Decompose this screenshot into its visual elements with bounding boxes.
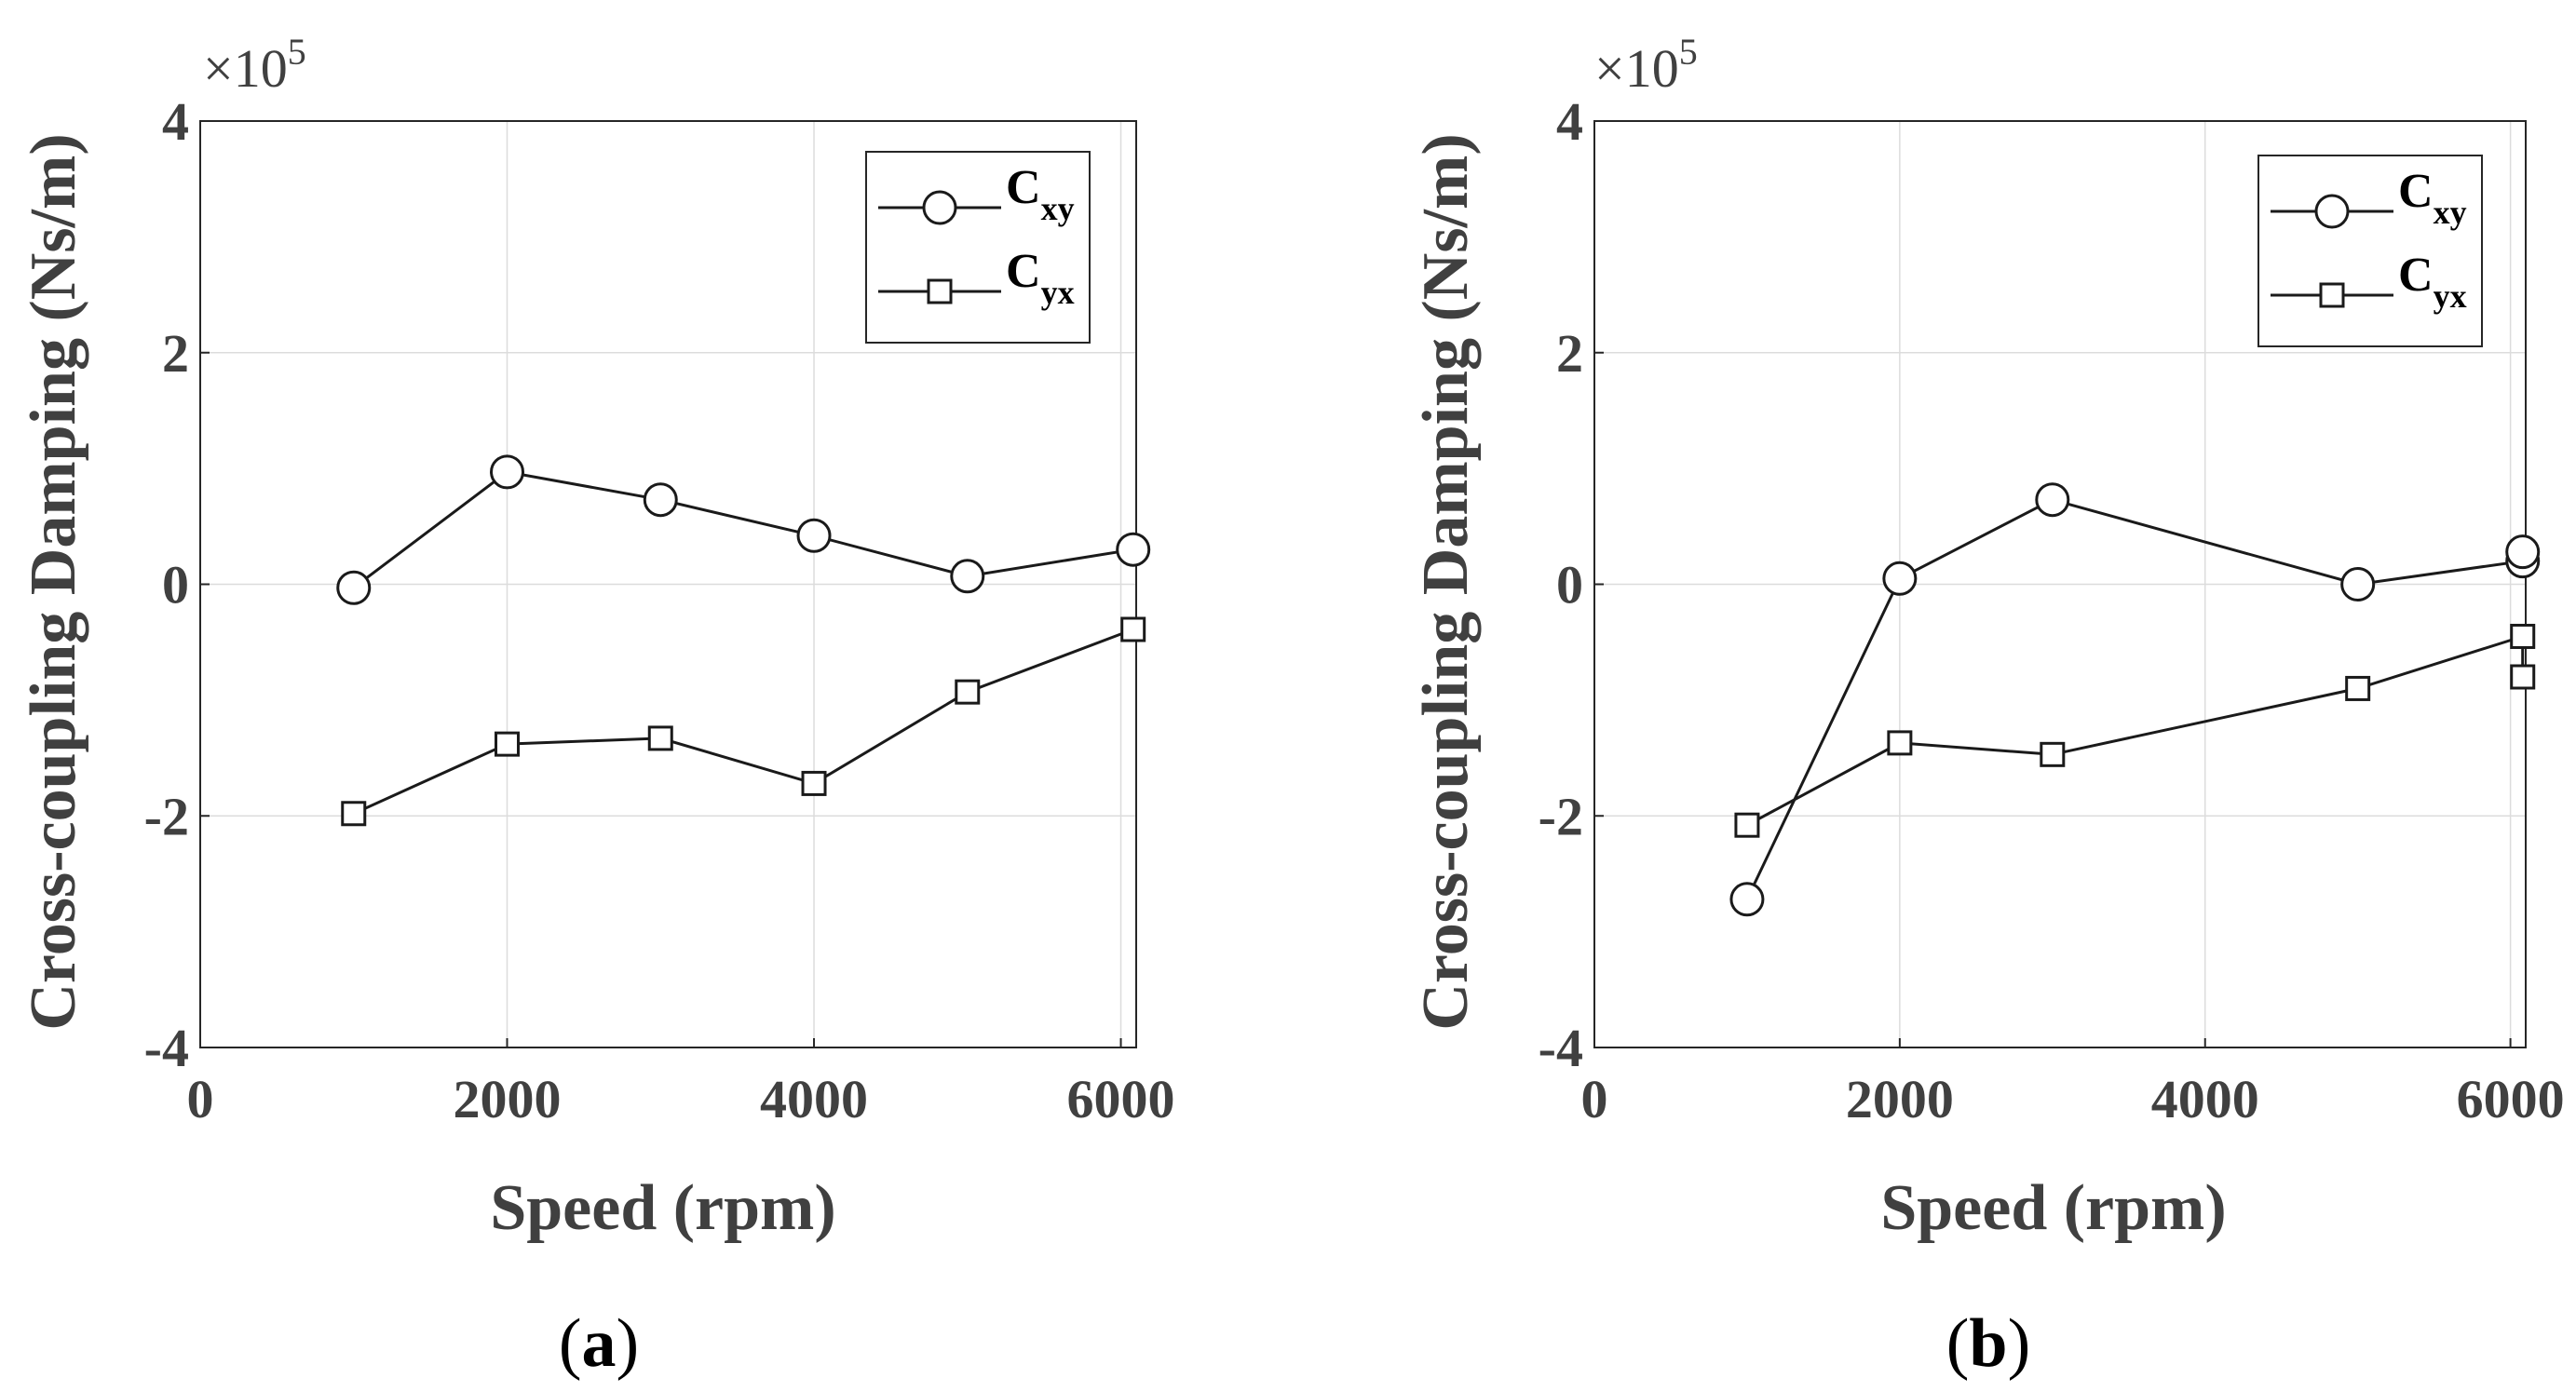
x-tick-label: 4000 <box>2151 1069 2259 1129</box>
series-line-xy <box>1745 498 2525 900</box>
x-axis-label: Speed (rpm) <box>490 1172 835 1244</box>
legend-box <box>865 151 1091 344</box>
data-point-xy <box>1729 882 1765 917</box>
legend-symbol: C <box>2398 249 2434 302</box>
y-axis-ticks: -4 -2 0 2 4 <box>144 91 189 1078</box>
y-multiplier-base: ×10 <box>203 38 288 99</box>
data-point-xy <box>643 482 678 518</box>
legend-label-cyx: Cyx <box>2398 249 2467 315</box>
data-point-yx <box>2345 675 2371 701</box>
y-axis-label: Cross-coupling Damping (Ns/m) <box>1410 133 1482 1030</box>
legend: Cxy Cyx <box>865 151 1091 344</box>
x-axis-ticks: 0 2000 4000 6000 <box>187 1069 1175 1129</box>
x-tick-label: 6000 <box>1067 1069 1175 1129</box>
y-axis-label: Cross-coupling Damping (Ns/m) <box>18 133 89 1030</box>
data-point-yx <box>2510 664 2536 690</box>
y-multiplier-exponent: 5 <box>1679 31 1698 73</box>
chart-panel-a: 0 2000 4000 6000 -4 -2 0 2 4 ×105 Speed … <box>18 31 1175 1382</box>
data-point-yx <box>341 801 367 827</box>
legend-marker-circle <box>2314 194 2350 229</box>
y-tick-label: 2 <box>1556 323 1583 384</box>
data-point-xy <box>796 518 832 553</box>
data-point-yx <box>801 770 827 796</box>
legend-subscript: xy <box>1041 190 1075 227</box>
y-axis-ticks: -4 -2 0 2 4 <box>1539 91 1583 1078</box>
x-axis-label: Speed (rpm) <box>1880 1172 2226 1244</box>
data-point-yx <box>1734 812 1760 838</box>
series-line-yx <box>353 628 1134 816</box>
x-tick-label: 0 <box>1581 1069 1608 1129</box>
data-point-xy <box>1116 532 1151 567</box>
data-point-yx <box>1887 730 1913 756</box>
legend-subscript: yx <box>2434 277 2467 315</box>
data-point-xy <box>336 570 372 605</box>
legend-marker-square <box>2319 282 2345 308</box>
panel-caption-b: (b) <box>1946 1305 2030 1382</box>
data-point-xy <box>1882 561 1918 596</box>
series-line-yx <box>1746 634 2525 827</box>
legend-label-cxy: Cxy <box>2398 165 2467 231</box>
data-point-xy <box>2340 567 2376 601</box>
data-point-yx <box>495 731 521 757</box>
y-multiplier-base: ×10 <box>1594 38 1679 99</box>
y-tick-label: -4 <box>1539 1018 1583 1078</box>
legend-label-cxy: Cxy <box>1006 161 1075 227</box>
panel-caption-a: (a) <box>559 1305 639 1382</box>
data-point-xy <box>2505 534 2541 570</box>
x-axis-ticks: 0 2000 4000 6000 <box>1581 1069 2565 1129</box>
y-tick-label: 0 <box>1556 555 1583 615</box>
legend-marker-square <box>927 278 953 304</box>
legend-subscript: xy <box>2434 194 2467 231</box>
data-point-xy <box>490 454 525 490</box>
y-tick-label: 2 <box>162 323 189 384</box>
y-tick-label: 0 <box>162 555 189 615</box>
data-point-xy <box>2035 482 2070 518</box>
y-tick-label: 4 <box>162 91 189 152</box>
series-line-xy <box>352 470 1133 589</box>
legend-label-cyx: Cyx <box>1006 245 1075 311</box>
data-point-yx <box>955 679 981 705</box>
data-point-yx <box>1120 616 1146 642</box>
y-tick-label: -2 <box>144 786 189 846</box>
legend: Cxy Cyx <box>2257 155 2483 347</box>
data-point-yx <box>647 725 673 751</box>
y-multiplier-exponent: 5 <box>288 31 306 73</box>
x-tick-label: 0 <box>187 1069 214 1129</box>
chart-panel-b: 0 2000 4000 6000 -4 -2 0 2 4 ×105 Speed … <box>1410 31 2565 1382</box>
y-multiplier: ×105 <box>1594 31 1698 99</box>
legend-symbol: C <box>1006 161 1041 214</box>
y-tick-label: -4 <box>144 1018 189 1078</box>
data-point-xy <box>950 559 985 594</box>
y-tick-label: -2 <box>1539 786 1583 846</box>
y-tick-label: 4 <box>1556 91 1583 152</box>
legend-box <box>2257 155 2483 347</box>
data-point-yx <box>2510 623 2536 649</box>
series-layer <box>336 454 1151 827</box>
legend-symbol: C <box>1006 245 1041 298</box>
series-layer <box>1729 482 2541 917</box>
legend-symbol: C <box>2398 165 2434 218</box>
x-tick-label: 2000 <box>454 1069 562 1129</box>
x-tick-label: 2000 <box>1846 1069 1954 1129</box>
legend-marker-circle <box>922 190 957 225</box>
x-tick-label: 6000 <box>2457 1069 2565 1129</box>
legend-subscript: yx <box>1041 274 1075 311</box>
data-point-yx <box>2040 741 2066 767</box>
y-multiplier: ×105 <box>203 31 306 99</box>
x-tick-label: 4000 <box>760 1069 868 1129</box>
